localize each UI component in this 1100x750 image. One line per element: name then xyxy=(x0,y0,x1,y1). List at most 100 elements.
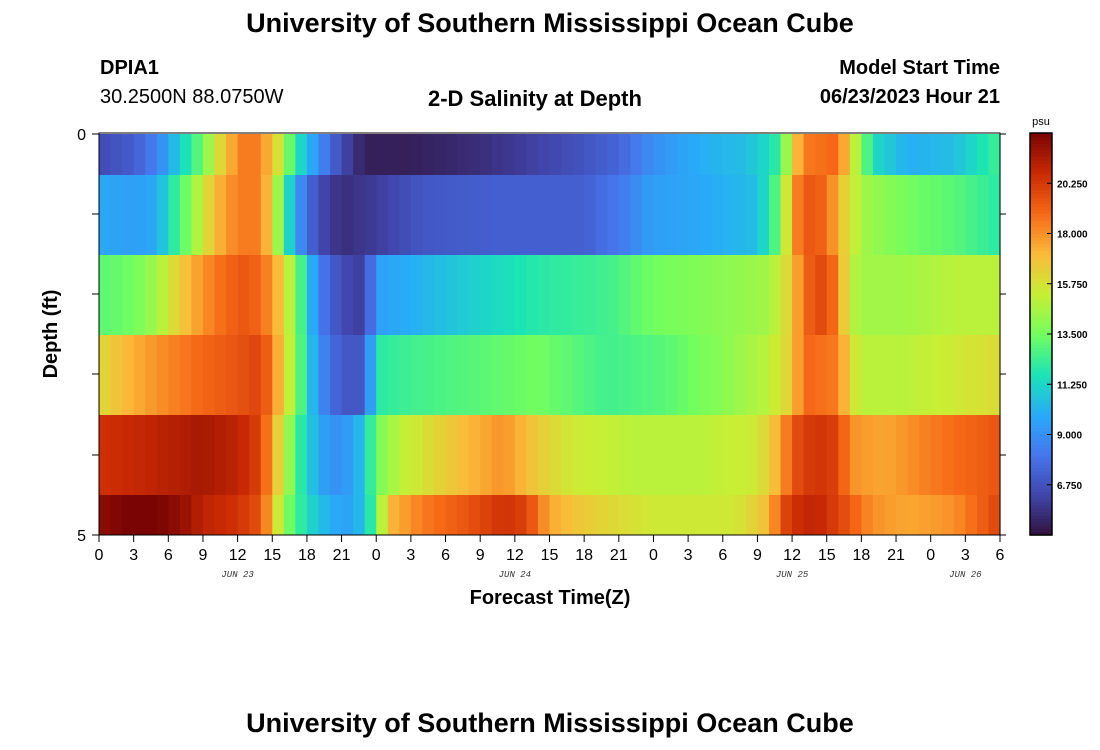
date-label: JUN 26 xyxy=(945,570,985,580)
heatmap-cell xyxy=(492,495,504,535)
heatmap-cell xyxy=(191,255,203,335)
heatmap-cell xyxy=(365,255,377,335)
heatmap-cell xyxy=(434,175,446,255)
heatmap-cell xyxy=(550,134,562,175)
x-tick-label: 15 xyxy=(541,547,559,564)
heatmap-cell xyxy=(838,255,850,335)
heatmap-cell xyxy=(988,415,1000,495)
heatmap-cell xyxy=(365,415,377,495)
heatmap-row xyxy=(99,255,1001,335)
heatmap-cell xyxy=(526,134,538,175)
heatmap-cell xyxy=(203,495,215,535)
heatmap-cell xyxy=(838,495,850,535)
heatmap-cell xyxy=(723,255,735,335)
heatmap-cell xyxy=(376,335,388,415)
heatmap-cell xyxy=(896,175,908,255)
heatmap-cell xyxy=(180,495,192,535)
heatmap-cell xyxy=(561,495,573,535)
x-tick-label: 12 xyxy=(229,547,247,564)
heatmap-cell xyxy=(977,415,989,495)
heatmap-cell xyxy=(376,415,388,495)
heatmap-cell xyxy=(573,175,585,255)
heatmap-cell xyxy=(977,134,989,175)
x-tick-label: 15 xyxy=(263,547,281,564)
heatmap-cell xyxy=(861,415,873,495)
heatmap-cell xyxy=(723,495,735,535)
heatmap-cell xyxy=(838,335,850,415)
heatmap-cell xyxy=(642,495,654,535)
heatmap-cell xyxy=(873,415,885,495)
heatmap-cell xyxy=(457,134,469,175)
heatmap-cell xyxy=(342,495,354,535)
heatmap-cell xyxy=(607,255,619,335)
heatmap-cell xyxy=(526,495,538,535)
heatmap-cell xyxy=(954,335,966,415)
heatmap-cell xyxy=(284,134,296,175)
heatmap-cell xyxy=(111,175,123,255)
heatmap-cell xyxy=(884,175,896,255)
heatmap-cell xyxy=(873,255,885,335)
heatmap-cell xyxy=(457,175,469,255)
heatmap-cell xyxy=(596,335,608,415)
heatmap-cell xyxy=(122,255,134,335)
heatmap-cell xyxy=(111,335,123,415)
heatmap-cell xyxy=(723,415,735,495)
heatmap-cell xyxy=(515,415,527,495)
heatmap-cell xyxy=(203,175,215,255)
heatmap-cell xyxy=(792,134,804,175)
y-axis-label: Depth (ft) xyxy=(40,290,62,379)
heatmap-cell xyxy=(342,255,354,335)
heatmap-cell xyxy=(757,495,769,535)
heatmap-cell xyxy=(596,415,608,495)
heatmap-cell xyxy=(653,415,665,495)
heatmap-cell xyxy=(827,175,839,255)
heatmap-cell xyxy=(342,335,354,415)
heatmap xyxy=(99,134,1001,535)
heatmap-cell xyxy=(677,335,689,415)
heatmap-cell xyxy=(550,175,562,255)
x-tick-label: 3 xyxy=(961,547,970,564)
heatmap-cell xyxy=(515,495,527,535)
heatmap-cell xyxy=(769,415,781,495)
heatmap-cell xyxy=(342,175,354,255)
heatmap-cell xyxy=(446,255,458,335)
heatmap-cell xyxy=(607,335,619,415)
heatmap-cell xyxy=(665,495,677,535)
heatmap-cell xyxy=(919,495,931,535)
x-tick-label: 18 xyxy=(852,547,870,564)
heatmap-cell xyxy=(503,175,515,255)
heatmap-cell xyxy=(908,134,920,175)
heatmap-cell xyxy=(561,134,573,175)
heatmap-cell xyxy=(295,415,307,495)
heatmap-cell xyxy=(977,335,989,415)
heatmap-cell xyxy=(157,415,169,495)
heatmap-cell xyxy=(446,175,458,255)
heatmap-cell xyxy=(307,175,319,255)
heatmap-cell xyxy=(145,175,157,255)
heatmap-cell xyxy=(318,335,330,415)
heatmap-cell xyxy=(931,134,943,175)
heatmap-cell xyxy=(804,495,816,535)
heatmap-cell xyxy=(261,495,273,535)
heatmap-cell xyxy=(723,335,735,415)
heatmap-cell xyxy=(457,415,469,495)
heatmap-cell xyxy=(215,134,227,175)
heatmap-cell xyxy=(850,415,862,495)
heatmap-cell xyxy=(422,134,434,175)
heatmap-cell xyxy=(134,175,146,255)
heatmap-cell xyxy=(838,134,850,175)
heatmap-cell xyxy=(526,415,538,495)
heatmap-cell xyxy=(677,175,689,255)
heatmap-cell xyxy=(596,134,608,175)
heatmap-cell xyxy=(457,495,469,535)
heatmap-cell xyxy=(145,495,157,535)
heatmap-cell xyxy=(919,175,931,255)
heatmap-cell xyxy=(307,495,319,535)
heatmap-cell xyxy=(931,175,943,255)
heatmap-cell xyxy=(700,175,712,255)
heatmap-cell xyxy=(307,255,319,335)
heatmap-cell xyxy=(492,175,504,255)
x-tick-label: 0 xyxy=(372,547,381,564)
heatmap-cell xyxy=(99,335,111,415)
heatmap-cell xyxy=(422,415,434,495)
